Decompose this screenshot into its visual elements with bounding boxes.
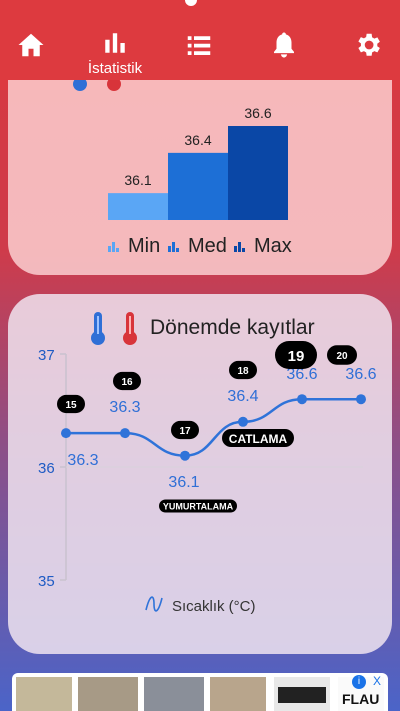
legend-icon-med	[168, 242, 179, 252]
data-point	[238, 416, 248, 427]
day-badge-20	[327, 345, 357, 365]
value-label: 36.6	[286, 366, 317, 383]
ad-info-label: i	[357, 676, 361, 687]
legend-label: Sıcaklık (°C)	[172, 598, 256, 615]
records-card: 37 36 35 36.3 36.3 36.1 36.4 36.6 36.6 15 16 17 18 19…	[8, 294, 392, 654]
ad-close-button[interactable]: X	[370, 674, 384, 688]
gear-icon	[358, 33, 380, 56]
status-dot	[185, 0, 197, 6]
data-point	[356, 394, 366, 405]
bar-value-label: 36.6	[244, 105, 271, 121]
day-badge-label: 20	[336, 351, 348, 362]
value-label: 36.3	[109, 399, 140, 416]
legend-label-min: Min	[128, 235, 160, 257]
value-label: 36.6	[345, 366, 376, 383]
ad-brand: FLAU	[342, 691, 380, 707]
summary-bar-chart: 36.1 36.4 36.6 Min Med Max	[108, 105, 292, 257]
day-badge-label: 16	[121, 377, 133, 388]
thermometer-red-icon	[123, 312, 137, 345]
legend-line-icon	[145, 596, 163, 612]
value-label: 36.1	[168, 474, 199, 491]
nav-statistics-label: İstatistik	[87, 60, 143, 77]
y-tick-label: 35	[38, 573, 55, 590]
day-badge-16	[113, 371, 141, 391]
day-badge-label: 17	[179, 426, 191, 437]
y-tick-label: 36	[38, 460, 55, 477]
summary-card: 36.1 36.4 36.6 Min Med Max	[8, 80, 392, 275]
thermometer-icons	[91, 312, 137, 345]
data-point	[61, 428, 71, 439]
value-label: 36.4	[227, 388, 258, 405]
day-badge-label: 18	[237, 366, 249, 377]
nav-notifications[interactable]	[254, 30, 314, 80]
y-tick-label: 37	[38, 347, 55, 364]
data-point	[120, 428, 130, 439]
ad-banner[interactable]: FLAU i X	[12, 673, 388, 711]
day-badge-18	[229, 360, 257, 380]
thermometer-blue-icon	[91, 312, 105, 345]
day-badge-15	[57, 394, 85, 414]
annotation-label: CATLAMA	[229, 432, 288, 446]
bar-value-label: 36.4	[184, 132, 211, 148]
bar-max	[228, 126, 288, 220]
day-badge-17	[171, 420, 199, 440]
ad-info-icon[interactable]: i	[352, 675, 366, 689]
value-label: 36.3	[67, 452, 98, 469]
bell-icon	[274, 32, 294, 58]
annotation-badge-catlama	[222, 429, 294, 447]
home-icon	[18, 33, 44, 57]
list-icon	[187, 36, 211, 55]
ad-close-label: X	[372, 674, 381, 688]
nav-home[interactable]	[1, 30, 61, 80]
records-title: Dönemde kayıtlar	[150, 316, 315, 339]
day-badge-label: 15	[65, 400, 77, 411]
nav-list[interactable]	[169, 30, 229, 80]
day-badge-label: 19	[288, 348, 305, 365]
thermometer-icons-partial	[73, 80, 121, 91]
data-point	[297, 394, 307, 405]
legend-label-med: Med	[188, 235, 227, 257]
records-line-chart: 37 36 35 36.3 36.3 36.1 36.4 36.6 36.6 15 16 17 18 19…	[38, 341, 377, 615]
legend-icon-min	[108, 242, 119, 252]
bar-min	[108, 193, 168, 220]
legend-icon-max	[234, 242, 245, 252]
bar-value-label: 36.1	[124, 172, 151, 188]
bar-med	[168, 152, 228, 220]
bar-chart-icon	[105, 33, 125, 53]
data-point	[180, 450, 190, 461]
nav-settings[interactable]	[338, 30, 398, 80]
bottom-nav-bar: İstatistik	[0, 0, 400, 90]
legend-label-max: Max	[254, 235, 292, 257]
ad-images	[16, 677, 384, 711]
day-badge-19	[275, 341, 317, 369]
nav-statistics[interactable]: İstatistik	[85, 30, 145, 80]
annotation-label: YUMURTALAMA	[163, 502, 234, 512]
annotation-badge-yumurtalama	[159, 499, 237, 513]
